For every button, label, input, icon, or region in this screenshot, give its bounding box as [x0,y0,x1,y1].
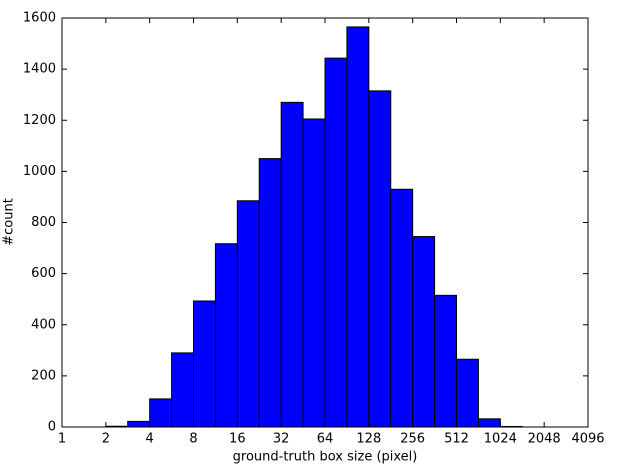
x-tick-label: 64 [317,432,334,447]
x-axis-label: ground-truth box size (pixel) [233,450,418,465]
x-tick-label: 4 [146,432,154,447]
y-axis-label: #count [2,198,17,246]
y-tick-label: 1200 [23,113,56,128]
bar [193,300,216,428]
bar [390,188,414,428]
bar [412,236,436,428]
y-tick-label: 1400 [23,62,56,77]
x-tick-label: 16 [229,432,246,447]
x-tick-label: 256 [400,432,425,447]
x-tick-label: 2 [102,432,110,447]
bar [258,158,282,428]
x-tick-label: 32 [273,432,290,447]
y-tick-label: 200 [31,368,56,383]
x-tick-label: 1024 [484,432,517,447]
bar [149,398,173,428]
y-tick-label: 1600 [23,11,56,26]
bar [368,90,392,428]
bar [324,57,348,428]
bar [302,118,326,428]
y-tick-label: 1000 [23,164,56,179]
bar [280,101,304,428]
bar [214,243,238,428]
bar [434,294,457,428]
bar [346,26,370,428]
y-tick-label: 600 [31,266,56,281]
bar [127,420,151,428]
y-tick-label: 800 [31,215,56,230]
bar [456,358,479,428]
x-tick-label: 8 [189,432,197,447]
y-tick-label: 400 [31,317,56,332]
bar [171,352,194,428]
bar [236,200,260,428]
x-tick-label: 2048 [528,432,561,447]
x-tick-label: 128 [356,432,381,447]
x-tick-label: 1 [58,432,66,447]
bar [477,418,501,428]
x-tick-label: 4096 [571,432,604,447]
x-tick-label: 512 [444,432,469,447]
y-tick-label: 0 [48,420,56,435]
